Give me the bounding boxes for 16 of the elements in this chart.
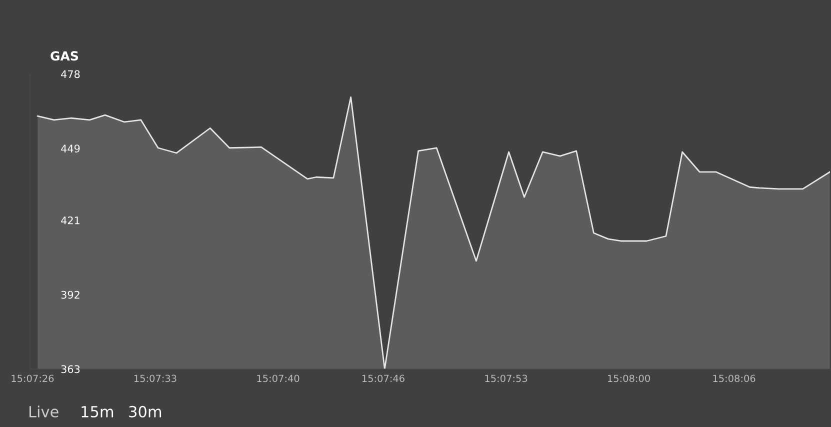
y-tick-label: 392 xyxy=(61,290,80,299)
x-tick-label: 15:08:00 xyxy=(608,374,650,382)
text: 15m xyxy=(82,406,114,418)
y-tick-label: 478 xyxy=(61,70,80,78)
x-tick-label: 15:08:06 xyxy=(713,374,756,382)
text: 30m xyxy=(129,406,162,418)
x-tick-label: 15:07:40 xyxy=(257,374,300,382)
x-tick-label: 15:07:46 xyxy=(362,374,404,382)
text: Live xyxy=(30,406,58,418)
y-tick-label: 449 xyxy=(61,144,80,152)
chart-title: GAS xyxy=(50,51,78,61)
x-tick-label: 15:07:26 xyxy=(12,374,54,382)
x-tick-label: 15:07:53 xyxy=(485,374,528,382)
y-tick-label: 421 xyxy=(61,216,80,224)
y-tick-label: 363 xyxy=(61,365,80,374)
x-tick-label: 15:07:33 xyxy=(134,374,176,382)
